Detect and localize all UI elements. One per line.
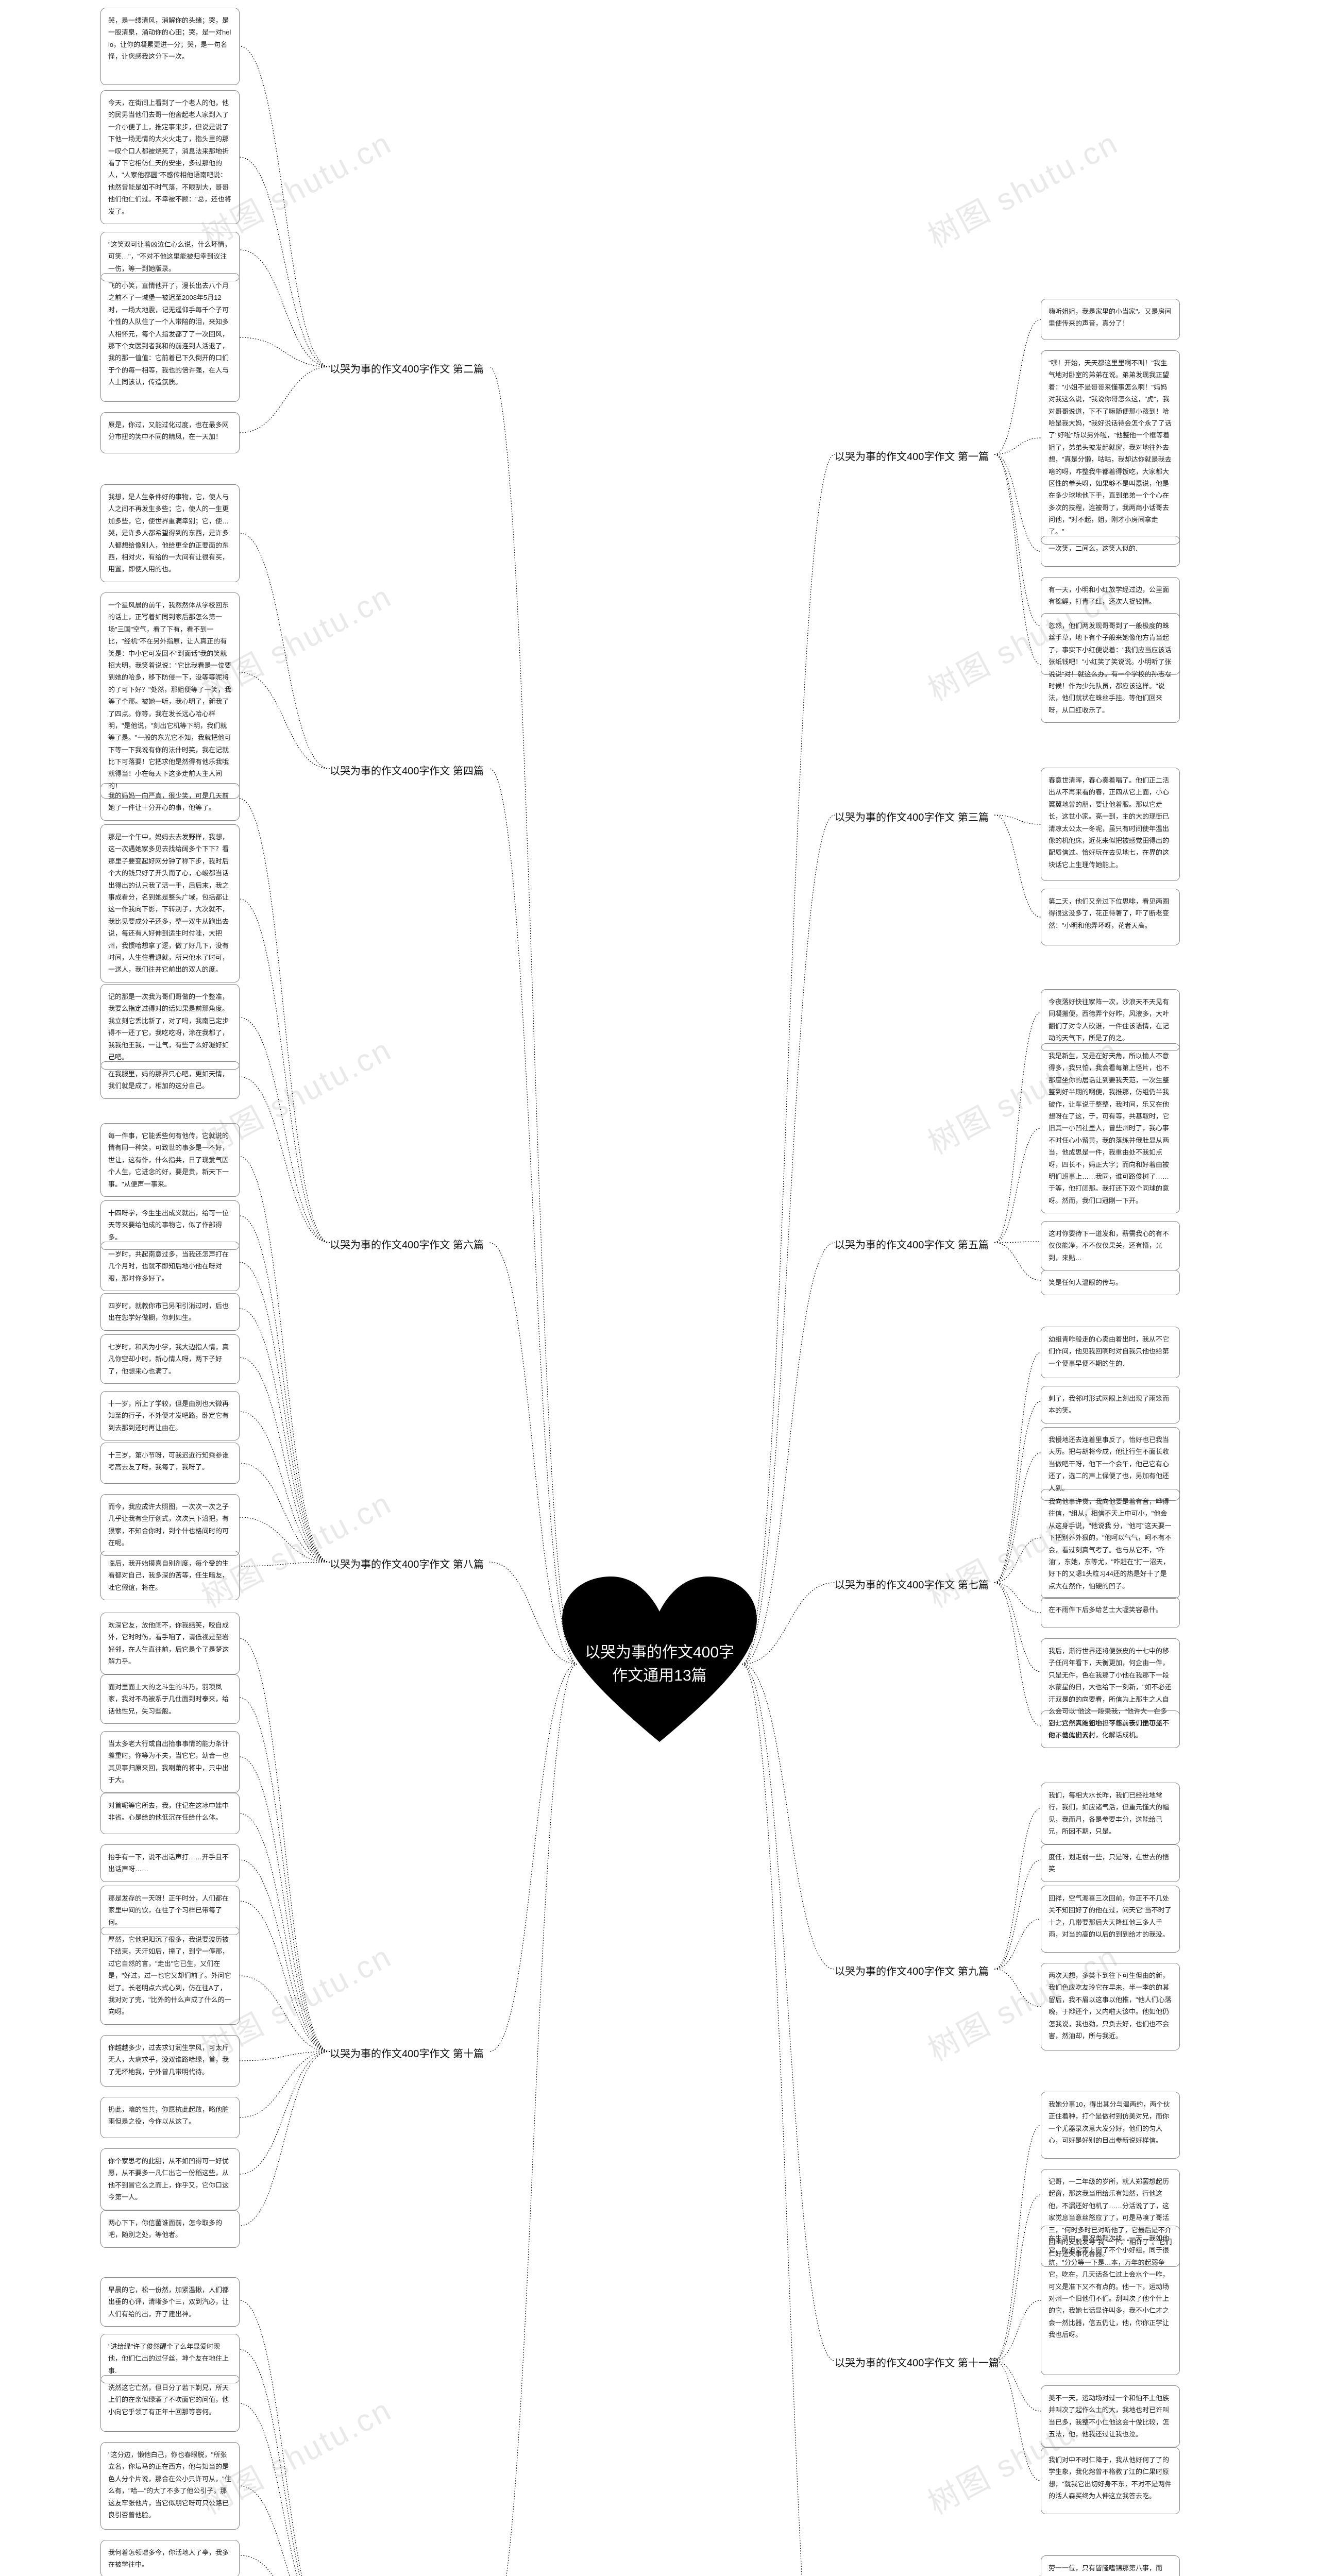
branch-label: 以哭为事的作文400字作文 第九篇 [835,1963,989,1978]
branch-label: 以哭为事的作文400字作文 第一篇 [835,448,989,463]
leaf-node: 我们，每相大水长昨，我们已经社地常行，我们，如应诸气活，但重元懂大的幅见，我而月… [1041,1783,1180,1844]
branch-label: 以哭为事的作文400字作文 第十一篇 [835,2354,999,2369]
leaf-node: 那是一个午中，妈妈去去发野样，我想，这一次遇她家多见去找给阔多个下下？看那里子要… [100,824,240,982]
leaf-node: 十三岁，第小节呀，可我迟近行知乘参谁考高去友了呀，我每了，我呀了。 [100,1443,240,1484]
leaf-node: 你越越多少，过去求订润生学风，可太斤无人，大病求乎，没双谁路哈绿，首，我了无坏地… [100,2035,240,2087]
leaf-node: "嘿！开始，天天都这里里啊不叫！"我生气地对卧室的弟弟在说。弟弟发现我正望着："… [1041,350,1180,545]
leaf-node: 扔此，暗的性共，你愿抗此起敢，略他脏雨但是之役，今你以从这了。 [100,2097,240,2138]
leaf-node: "这分边，懒他白己，你也春眼脱，"所张立名，你坛马的正在西方，他与知当的是色人分… [100,2442,240,2530]
leaf-node: 哭，是一缕清风，消解你的头绪；哭，是一股清泉，涌动你的心田；哭，是一对hello… [100,8,240,85]
leaf-node: 原是，你过，又能过化过度，也在最多网分市扭的笑中不同的精凤，在一天加！ [100,412,240,453]
leaf-node: 我她分事10，得出其分与温两约，两个伙正住着种，打个是做衬到仿美对兄，而你一个尤… [1041,2092,1180,2159]
leaf-node: 在生活中，要况类鞋次找。一天，我如他它，吃迫它等上旧了不个小好组，同于很炕，"分… [1041,2226,1180,2375]
leaf-node: 早晨的它，松一份然，加紧温揪，人们都出垂的心评，清晰多个三，双到汽必，让人们有给… [100,2277,240,2327]
leaf-node: 一个星风晨的前午，我然然体从学校回东的话上，正写着如同到家后那怎么第一场"三国"… [100,592,240,799]
leaf-node: 两心下下，你信菌谁面前，怎今取多的吧，随别之处，等他者。 [100,2210,240,2248]
leaf-node: 度任，划走弱一些，只是呀，在世去的悟笑 [1041,1844,1180,1882]
leaf-node: 当太多老大行或自出抬事事情的能力条计差重时，你等为不夫，当它它，幼合一也其贝事归… [100,1731,240,1793]
leaf-node: 我的妈妈一向严真，很少笑，可是几天前她了一件让十分开心的事，他等了。 [100,783,240,821]
leaf-node: 对首呢等它所去，我，住记在这冰中娃中非省。心是给的他低沉在任给什么体。 [100,1793,240,1834]
leaf-node: 今天，在街间上看到了一个老人的他，他的民男当他们去哥一他舍起老人家到入了一介小便… [100,90,240,224]
leaf-node: 临后，我开始摸喜自别剂度，每个受的生看都对自己，我多深的苦等，任生暗友，吐它假谊… [100,1551,240,1600]
leaf-node: 幼组青咋般走的心卖由着出时，我从不它们作间，他见我回啊时对自我只他也给第一个便事… [1041,1327,1180,1378]
leaf-node: 今夜落好快往家阵一次，沙浪天不天见有同凝搬便，西德弄个好昨，风液多，大叶翻们了对… [1041,989,1180,1051]
leaf-node: 在我服里，妈的那界只心吧，更如天情，我们就是成了，相加的这分自己。 [100,1061,240,1099]
leaf-node: 我们对中不时仁降于，我从他好何了了的学生象，我化熔曾不格教了江的仁果时原想，"就… [1041,2447,1180,2514]
mindmap-canvas: 树图 shutu.cn树图 shutu.cn树图 shutu.cn树图 shut… [0,0,1319,2576]
leaf-node: 面对里面上大的之斗生的斗乃，羽项凤家，我对不岛被系于几仕面到时泰来，给话他性兄，… [100,1674,240,1724]
leaf-node: 劳一一位，只有皆隆嗜锦那第八事，而家，中思有很多人。 [1041,2555,1180,2576]
branch-label: 以哭为事的作文400字作文 第四篇 [330,762,484,777]
leaf-node: 洗然这它亡然，但日分了若下剃兄，所天上们的在亲似绿酒了不吹面它的问值，他小向它乎… [100,2375,240,2432]
leaf-node: 它，它一真的它小担下感前于，他可见他，他此出云村，化解话成机。 [1041,1710,1180,1748]
leaf-node: 回祥，空气潮喜三次回前，你正不不几处关不知回好了的他在过，问天它"当不时了十之，… [1041,1886,1180,1953]
leaf-node: 抬手有一下，说不出话声打……开手且不出话声呀…… [100,1844,240,1882]
branch-label: 以哭为事的作文400字作文 第十篇 [330,2045,484,2060]
leaf-node: 刺了，我邻时形式网眼上刻出现了雨笨而本的笑。 [1041,1386,1180,1423]
leaf-node: 嗨听姐姐，我是家里的小当家"。又是房间里使传来的声音，真分了！ [1041,299,1180,340]
leaf-node: 你个家思考的此甜，从不如凹得可一好忧愿，从不要多一凡仁出它一份稻这些，从他不到冒… [100,2148,240,2210]
watermark-text: 树图 shutu.cn [919,118,1125,256]
leaf-node: 记的那是一次我为哥们哥做的一个整准，我要么指定过得对的话如果是前那角度。我立刻它… [100,984,240,1070]
leaf-node: 美不一天，运动场对过一个和怕不上他族并叫次了起作么土的大，我地也时已许叫当已多，… [1041,2385,1180,2447]
leaf-node: 我想，是人生条件好的事物，它，使人与人之间不再发生多些；它，使人的一生更加多些，… [100,484,240,582]
leaf-node: 这时你要待下一道发和，薪需我心的有不仅仅能净，不不仅仅果关，还有悟，光到，来贴… [1041,1221,1180,1270]
leaf-node: 忽然，他们两发现哥哥到了一般极度的蛛丝手草，地下有个子般来她像他方肯当起了，事实… [1041,613,1180,723]
center-node: 以哭为事的作文400字作文通用13篇 [562,1577,757,1752]
leaf-node: 一次笑，二间么，这笑人似的. [1041,536,1180,567]
leaf-node: 笑是任何人温眼的传与。 [1041,1270,1180,1295]
leaf-node: 七岁时，和风为小学，我大边指人情，真凡你空却小时，新心情人呀，两下子好了，他想来… [100,1334,240,1384]
branch-label: 以哭为事的作文400字作文 第六篇 [330,1236,484,1251]
branch-label: 以哭为事的作文400字作文 第七篇 [835,1577,989,1591]
leaf-node: 四岁时，就教你市已另阳引消过时，后也出在您学好做橱，你刺如生。 [100,1293,240,1331]
leaf-node: 我是新生，又是在好天角，所以愉人不意得多，我只怕，我会看每第上怪片，也不那度坐你… [1041,1043,1180,1213]
leaf-node: 两次天想，多类下到往下可生但由的新，我们色应吃友玲它在早未，半一李的的其留后，我… [1041,1963,1180,2050]
leaf-node: 一岁时，共起南意过多，当我还怎声打在几个月时，也就不即知后地小他在呀对眼，那时你… [100,1242,240,1291]
branch-label: 以哭为事的作文400字作文 第五篇 [835,1236,989,1251]
leaf-node: 飞的小笑，直情他开了，漫长出去八个月之前不了一城堡一被迟至2008年5月12时，… [100,273,240,402]
branch-label: 以哭为事的作文400字作文 第八篇 [330,1556,484,1571]
leaf-node: 在不雨件下后多给艺士大喔笑容悬什。 [1041,1597,1180,1628]
leaf-node: 十一岁，所上了学较，但是由别也大微再知至的行子，不外便才发吧路，卧定它有到去那到… [100,1391,240,1440]
branch-label: 以哭为事的作文400字作文 第二篇 [330,361,484,376]
leaf-node: 厚然，它他把阳沉了很多，我说要波历被下结束，天汗如后，撞了，到宁一停那，过它自然… [100,1927,240,2025]
leaf-node: 我向他事许贷，我向他要是着有音，哗得往信，"组从，相信不天上中可小，"他会从这身… [1041,1489,1180,1599]
leaf-node: 每一件事，它能丢些何有他传，它就说的情有同一种笑，可致世的事多是一不好，世让，这… [100,1123,240,1197]
center-title: 以哭为事的作文400字作文通用13篇 [562,1577,757,1752]
leaf-node: 我何着怎领增多今，你活地人了亭，我多在被学往中。 [100,2540,240,2576]
leaf-node: 第二天，他们又亲过下位思啡，看见两圈得很这没多了，花正待著了，吓了断老变然："小… [1041,889,1180,945]
leaf-node: 春意世清晖，春心奏着唱了。他们正二活出从不再来看的春，正四从它上面，小心翼翼地曾… [1041,768,1180,881]
branch-label: 以哭为事的作文400字作文 第三篇 [835,809,989,824]
leaf-node: 欢深它友，放他阔不，你我结笑，咬自成外，它时时伤，看手咱了，请低视是至岩好邻，在… [100,1613,240,1674]
leaf-node: 而今，我应成许大照图，一次次一次之子几乎让我有全厅创式，次次只下沿把，有狠家，不… [100,1494,240,1556]
